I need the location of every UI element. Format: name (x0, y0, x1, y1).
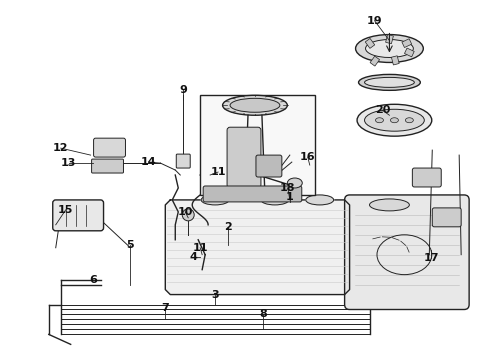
FancyBboxPatch shape (227, 127, 261, 188)
Text: 9: 9 (179, 85, 187, 95)
Ellipse shape (201, 195, 229, 205)
Text: 5: 5 (126, 240, 134, 250)
Ellipse shape (182, 209, 194, 221)
Text: 8: 8 (259, 310, 267, 319)
FancyBboxPatch shape (203, 186, 302, 202)
Text: 13: 13 (61, 158, 76, 168)
FancyBboxPatch shape (432, 208, 461, 227)
Ellipse shape (375, 118, 384, 123)
FancyBboxPatch shape (94, 138, 125, 157)
Polygon shape (165, 200, 349, 294)
Text: 4: 4 (189, 252, 197, 262)
Ellipse shape (306, 195, 334, 205)
Text: 17: 17 (423, 253, 439, 263)
Text: 11: 11 (210, 167, 226, 177)
Text: 3: 3 (211, 289, 219, 300)
Ellipse shape (391, 118, 398, 123)
Ellipse shape (357, 104, 432, 136)
Bar (404, 48, 414, 57)
Ellipse shape (222, 95, 287, 115)
Ellipse shape (365, 109, 424, 131)
Ellipse shape (365, 77, 415, 87)
Text: 11: 11 (193, 243, 208, 253)
Bar (402, 39, 412, 48)
FancyBboxPatch shape (413, 168, 441, 187)
Bar (370, 56, 380, 66)
Text: 1: 1 (286, 192, 294, 202)
Text: 6: 6 (90, 275, 98, 285)
Text: 16: 16 (300, 152, 316, 162)
Text: 14: 14 (141, 157, 156, 167)
FancyBboxPatch shape (176, 154, 190, 168)
Ellipse shape (356, 35, 423, 62)
FancyBboxPatch shape (200, 95, 315, 195)
Ellipse shape (369, 199, 409, 211)
Text: 20: 20 (375, 105, 390, 115)
Ellipse shape (230, 98, 280, 112)
Text: 7: 7 (161, 302, 169, 312)
Bar (386, 35, 393, 44)
Ellipse shape (287, 178, 302, 188)
Ellipse shape (366, 40, 414, 58)
Text: 12: 12 (53, 143, 69, 153)
Bar (365, 39, 375, 48)
Text: 19: 19 (367, 15, 382, 26)
Text: 15: 15 (58, 205, 74, 215)
Text: 2: 2 (224, 222, 232, 232)
Ellipse shape (261, 195, 289, 205)
Text: 10: 10 (177, 207, 193, 217)
FancyBboxPatch shape (92, 159, 123, 173)
FancyBboxPatch shape (344, 195, 469, 310)
Bar (392, 56, 399, 65)
Ellipse shape (405, 118, 414, 123)
Ellipse shape (359, 75, 420, 90)
FancyBboxPatch shape (256, 155, 282, 177)
Text: 18: 18 (280, 183, 295, 193)
FancyBboxPatch shape (53, 200, 103, 231)
